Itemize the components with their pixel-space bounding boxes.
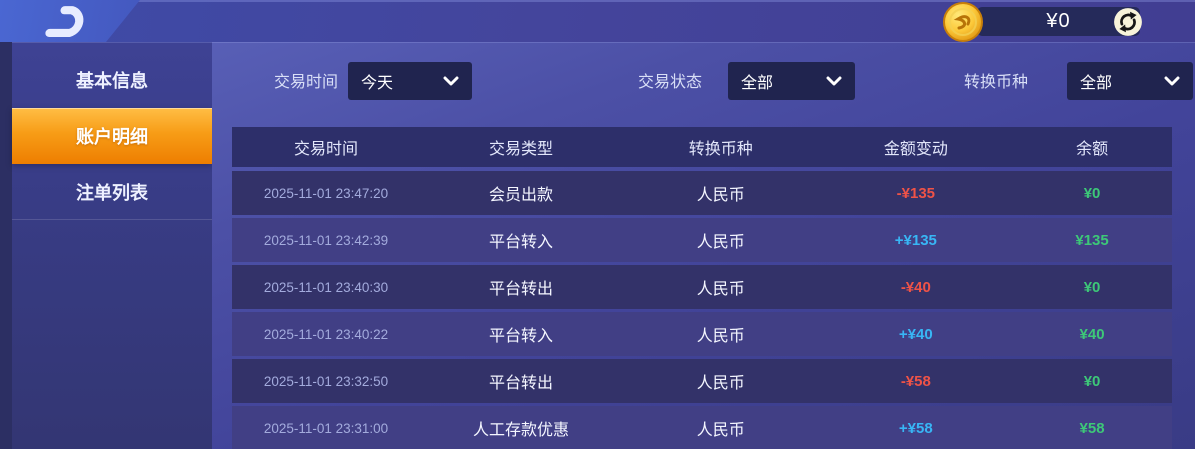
table-row: 2025-11-01 23:47:20 会员出款 人民币 -¥135 ¥0 bbox=[232, 171, 1172, 215]
transaction-type: 平台转入 bbox=[489, 234, 554, 251]
top-bar: ¥0 bbox=[0, 0, 1195, 42]
transaction-currency: 人民币 bbox=[696, 328, 745, 345]
balance-display: ¥0 bbox=[977, 7, 1140, 36]
sidebar-item-account-details[interactable]: 账户明细 bbox=[12, 108, 212, 164]
table-row: 2025-11-01 23:32:50 平台转出 人民币 -¥58 ¥0 bbox=[232, 359, 1172, 403]
sidebar-item-label: 账户明细 bbox=[76, 127, 148, 147]
table-row: 2025-11-01 23:40:30 平台转出 人民币 -¥40 ¥0 bbox=[232, 265, 1172, 309]
chevron-down-icon bbox=[1164, 76, 1180, 86]
sidebar-item-label: 注单列表 bbox=[76, 182, 148, 203]
balance-after: ¥135 bbox=[1075, 231, 1109, 249]
app-logo-icon bbox=[30, 2, 110, 47]
dropdown-value: 全部 bbox=[1080, 75, 1113, 92]
transaction-currency: 人民币 bbox=[696, 422, 745, 439]
transaction-time-dropdown[interactable]: 今天 bbox=[348, 62, 472, 100]
chevron-down-icon bbox=[826, 76, 842, 86]
sidebar-item-label: 基本信息 bbox=[76, 71, 148, 91]
transaction-time: 2025-11-01 23:47:20 bbox=[263, 185, 389, 201]
refresh-balance-button[interactable] bbox=[1110, 4, 1146, 40]
amount-change: +¥40 bbox=[898, 325, 933, 343]
table-row: 2025-11-01 23:42:39 平台转入 人民币 +¥135 ¥135 bbox=[232, 218, 1172, 262]
amount-change: -¥135 bbox=[896, 184, 936, 202]
transaction-type: 会员出款 bbox=[489, 187, 554, 204]
table-header-row: 交易时间 交易类型 转换币种 金额变动 余额 bbox=[232, 127, 1172, 167]
coin-icon bbox=[941, 0, 985, 49]
transaction-currency: 人民币 bbox=[696, 375, 745, 392]
transaction-currency: 人民币 bbox=[696, 281, 745, 298]
amount-change: -¥40 bbox=[900, 278, 931, 296]
transaction-type: 平台转出 bbox=[489, 281, 554, 298]
balance-after: ¥40 bbox=[1079, 325, 1105, 343]
filter-label-transaction-time: 交易时间 bbox=[274, 74, 339, 91]
column-header: 余额 bbox=[1076, 141, 1109, 158]
main-content: 交易时间 今天 交易状态 全部 转换币种 全部 交易时间 交易类型 转换币种 金… bbox=[212, 42, 1195, 449]
balance-after: ¥0 bbox=[1083, 184, 1101, 202]
currency-dropdown[interactable]: 全部 bbox=[1067, 62, 1193, 100]
transactions-table: 交易时间 交易类型 转换币种 金额变动 余额 2025-11-01 23:47:… bbox=[232, 127, 1172, 449]
transaction-time: 2025-11-01 23:32:50 bbox=[263, 373, 389, 389]
balance-after: ¥0 bbox=[1083, 278, 1101, 296]
sidebar: 基本信息 账户明细 注单列表 bbox=[12, 42, 212, 449]
transaction-currency: 人民币 bbox=[696, 187, 745, 204]
transaction-status-dropdown[interactable]: 全部 bbox=[728, 62, 855, 100]
transaction-type: 人工存款优惠 bbox=[473, 422, 570, 439]
transaction-time: 2025-11-01 23:31:00 bbox=[263, 420, 389, 436]
sidebar-item-basic-info[interactable]: 基本信息 bbox=[12, 52, 212, 108]
dropdown-value: 今天 bbox=[361, 75, 394, 92]
amount-change: -¥58 bbox=[900, 372, 931, 390]
transaction-time: 2025-11-01 23:42:39 bbox=[263, 232, 389, 248]
balance-after: ¥58 bbox=[1079, 419, 1105, 437]
amount-change: +¥135 bbox=[894, 231, 937, 249]
transaction-currency: 人民币 bbox=[696, 234, 745, 251]
transaction-time: 2025-11-01 23:40:22 bbox=[263, 326, 389, 342]
filter-label-transaction-status: 交易状态 bbox=[638, 74, 703, 91]
column-header: 交易类型 bbox=[489, 141, 554, 158]
table-row: 2025-11-01 23:40:22 平台转入 人民币 +¥40 ¥40 bbox=[232, 312, 1172, 356]
transaction-time: 2025-11-01 23:40:30 bbox=[263, 279, 389, 295]
dropdown-value: 全部 bbox=[741, 75, 774, 92]
transaction-type: 平台转出 bbox=[489, 375, 554, 392]
chevron-down-icon bbox=[443, 76, 459, 86]
column-header: 转换币种 bbox=[688, 141, 753, 158]
table-row: 2025-11-01 23:31:00 人工存款优惠 人民币 +¥58 ¥58 bbox=[232, 406, 1172, 449]
balance-after: ¥0 bbox=[1083, 372, 1101, 390]
balance-amount: ¥0 bbox=[1046, 10, 1071, 32]
amount-change: +¥58 bbox=[898, 419, 933, 437]
filter-label-currency: 转换币种 bbox=[964, 74, 1029, 91]
transaction-type: 平台转入 bbox=[489, 328, 554, 345]
sidebar-item-bet-list[interactable]: 注单列表 bbox=[12, 164, 212, 220]
left-edge-strip bbox=[0, 42, 12, 449]
column-header: 金额变动 bbox=[883, 141, 948, 158]
column-header: 交易时间 bbox=[293, 141, 358, 158]
